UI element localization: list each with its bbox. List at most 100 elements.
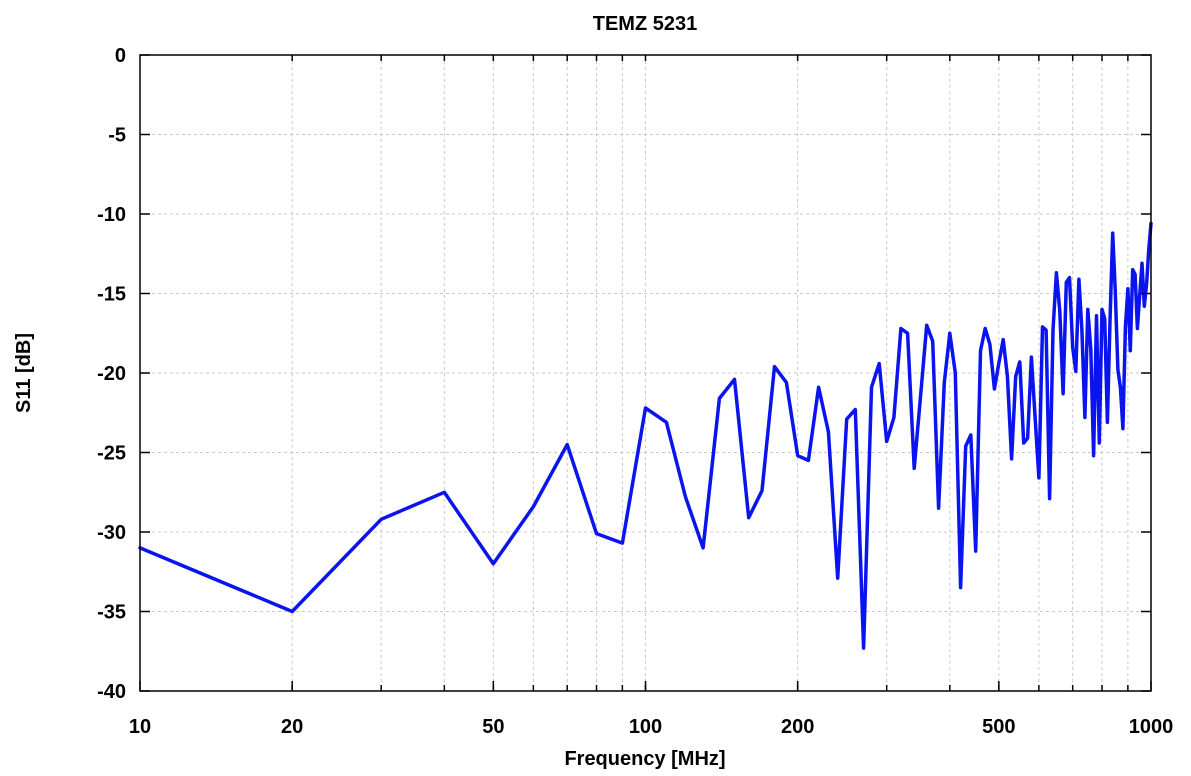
x-tick-label: 1000 bbox=[1129, 716, 1174, 738]
data-point bbox=[845, 417, 849, 421]
data-point bbox=[853, 408, 857, 412]
data-point bbox=[1001, 338, 1005, 342]
series-layer bbox=[138, 221, 1153, 650]
data-point bbox=[1126, 287, 1130, 291]
data-point bbox=[664, 420, 668, 424]
data-point bbox=[964, 444, 968, 448]
y-tick-label: 0 bbox=[115, 45, 126, 67]
data-point bbox=[1131, 268, 1135, 272]
data-point bbox=[1092, 454, 1096, 458]
x-tick-label: 20 bbox=[281, 716, 303, 738]
data-point bbox=[1147, 247, 1151, 251]
y-tick-label: -20 bbox=[97, 363, 126, 385]
data-point bbox=[992, 387, 996, 391]
data-point bbox=[892, 416, 896, 420]
data-point bbox=[919, 395, 923, 399]
y-tick-label: -10 bbox=[97, 204, 126, 226]
data-point bbox=[877, 361, 881, 365]
data-point bbox=[1077, 277, 1081, 281]
data-point bbox=[1100, 307, 1104, 311]
data-point bbox=[1083, 416, 1087, 420]
data-point bbox=[836, 576, 840, 580]
data-point bbox=[925, 323, 929, 327]
data-point bbox=[717, 396, 721, 400]
data-point bbox=[806, 458, 810, 462]
data-point bbox=[1005, 374, 1009, 378]
data-point bbox=[1033, 417, 1037, 421]
data-point bbox=[974, 549, 978, 553]
x-tick-label: 500 bbox=[982, 716, 1015, 738]
data-point bbox=[1068, 276, 1072, 280]
data-point bbox=[1086, 307, 1090, 311]
data-point bbox=[1026, 436, 1030, 440]
data-point bbox=[937, 506, 941, 510]
data-point bbox=[1058, 309, 1062, 313]
data-point bbox=[1097, 441, 1101, 445]
x-tick-label: 200 bbox=[781, 716, 814, 738]
data-point bbox=[1094, 314, 1098, 318]
data-point bbox=[1029, 355, 1033, 359]
data-point bbox=[491, 562, 495, 566]
series-line bbox=[138, 221, 1153, 650]
data-point bbox=[773, 365, 777, 369]
data-point bbox=[1037, 476, 1041, 480]
data-point bbox=[1080, 328, 1084, 332]
data-point bbox=[1074, 369, 1078, 373]
data-point bbox=[983, 326, 987, 330]
y-tick-label: -15 bbox=[97, 284, 126, 306]
data-point bbox=[1010, 457, 1014, 461]
data-point bbox=[862, 646, 866, 650]
data-point bbox=[644, 406, 648, 410]
data-point bbox=[1133, 272, 1137, 276]
data-point bbox=[701, 546, 705, 550]
data-point bbox=[1054, 271, 1058, 275]
data-point bbox=[1135, 326, 1139, 330]
data-point bbox=[1064, 280, 1068, 284]
data-point bbox=[796, 454, 800, 458]
x-axis-label: Frequency [MHz] bbox=[564, 748, 725, 770]
data-point bbox=[1018, 360, 1022, 364]
data-point bbox=[1044, 328, 1048, 332]
data-point bbox=[997, 361, 1001, 365]
data-point bbox=[959, 586, 963, 590]
data-point bbox=[1061, 392, 1065, 396]
data-point bbox=[784, 381, 788, 385]
data-point bbox=[1048, 497, 1052, 501]
data-point bbox=[906, 331, 910, 335]
data-point bbox=[1128, 349, 1132, 353]
y-tick-label: -30 bbox=[97, 522, 126, 544]
x-tick-label: 100 bbox=[629, 716, 662, 738]
data-point bbox=[1103, 317, 1107, 321]
data-point bbox=[747, 516, 751, 520]
data-point bbox=[733, 377, 737, 381]
data-point bbox=[1123, 325, 1127, 329]
data-point bbox=[290, 610, 294, 614]
data-point bbox=[899, 326, 903, 330]
data-point bbox=[1071, 346, 1075, 350]
data-point bbox=[442, 490, 446, 494]
y-tick-label: -40 bbox=[97, 681, 126, 703]
data-point bbox=[1040, 325, 1044, 329]
data-point bbox=[979, 349, 983, 353]
data-point bbox=[1140, 261, 1144, 265]
data-point bbox=[1118, 385, 1122, 389]
x-tick-label: 50 bbox=[482, 716, 504, 738]
grid-lines bbox=[140, 55, 1151, 691]
data-point bbox=[912, 466, 916, 470]
y-tick-label: -5 bbox=[108, 125, 126, 147]
chart-title: TEMZ 5231 bbox=[593, 13, 697, 35]
data-point bbox=[817, 385, 821, 389]
data-point bbox=[565, 443, 569, 447]
data-point bbox=[1051, 328, 1055, 332]
data-point bbox=[379, 517, 383, 521]
data-point bbox=[1121, 427, 1125, 431]
y-tick-label: -35 bbox=[97, 602, 126, 624]
y-axis-label: S11 [dB] bbox=[13, 333, 35, 413]
data-point bbox=[531, 505, 535, 509]
data-point bbox=[931, 339, 935, 343]
data-point bbox=[988, 342, 992, 346]
data-point bbox=[942, 381, 946, 385]
data-point bbox=[1089, 347, 1093, 351]
data-point bbox=[620, 541, 624, 545]
